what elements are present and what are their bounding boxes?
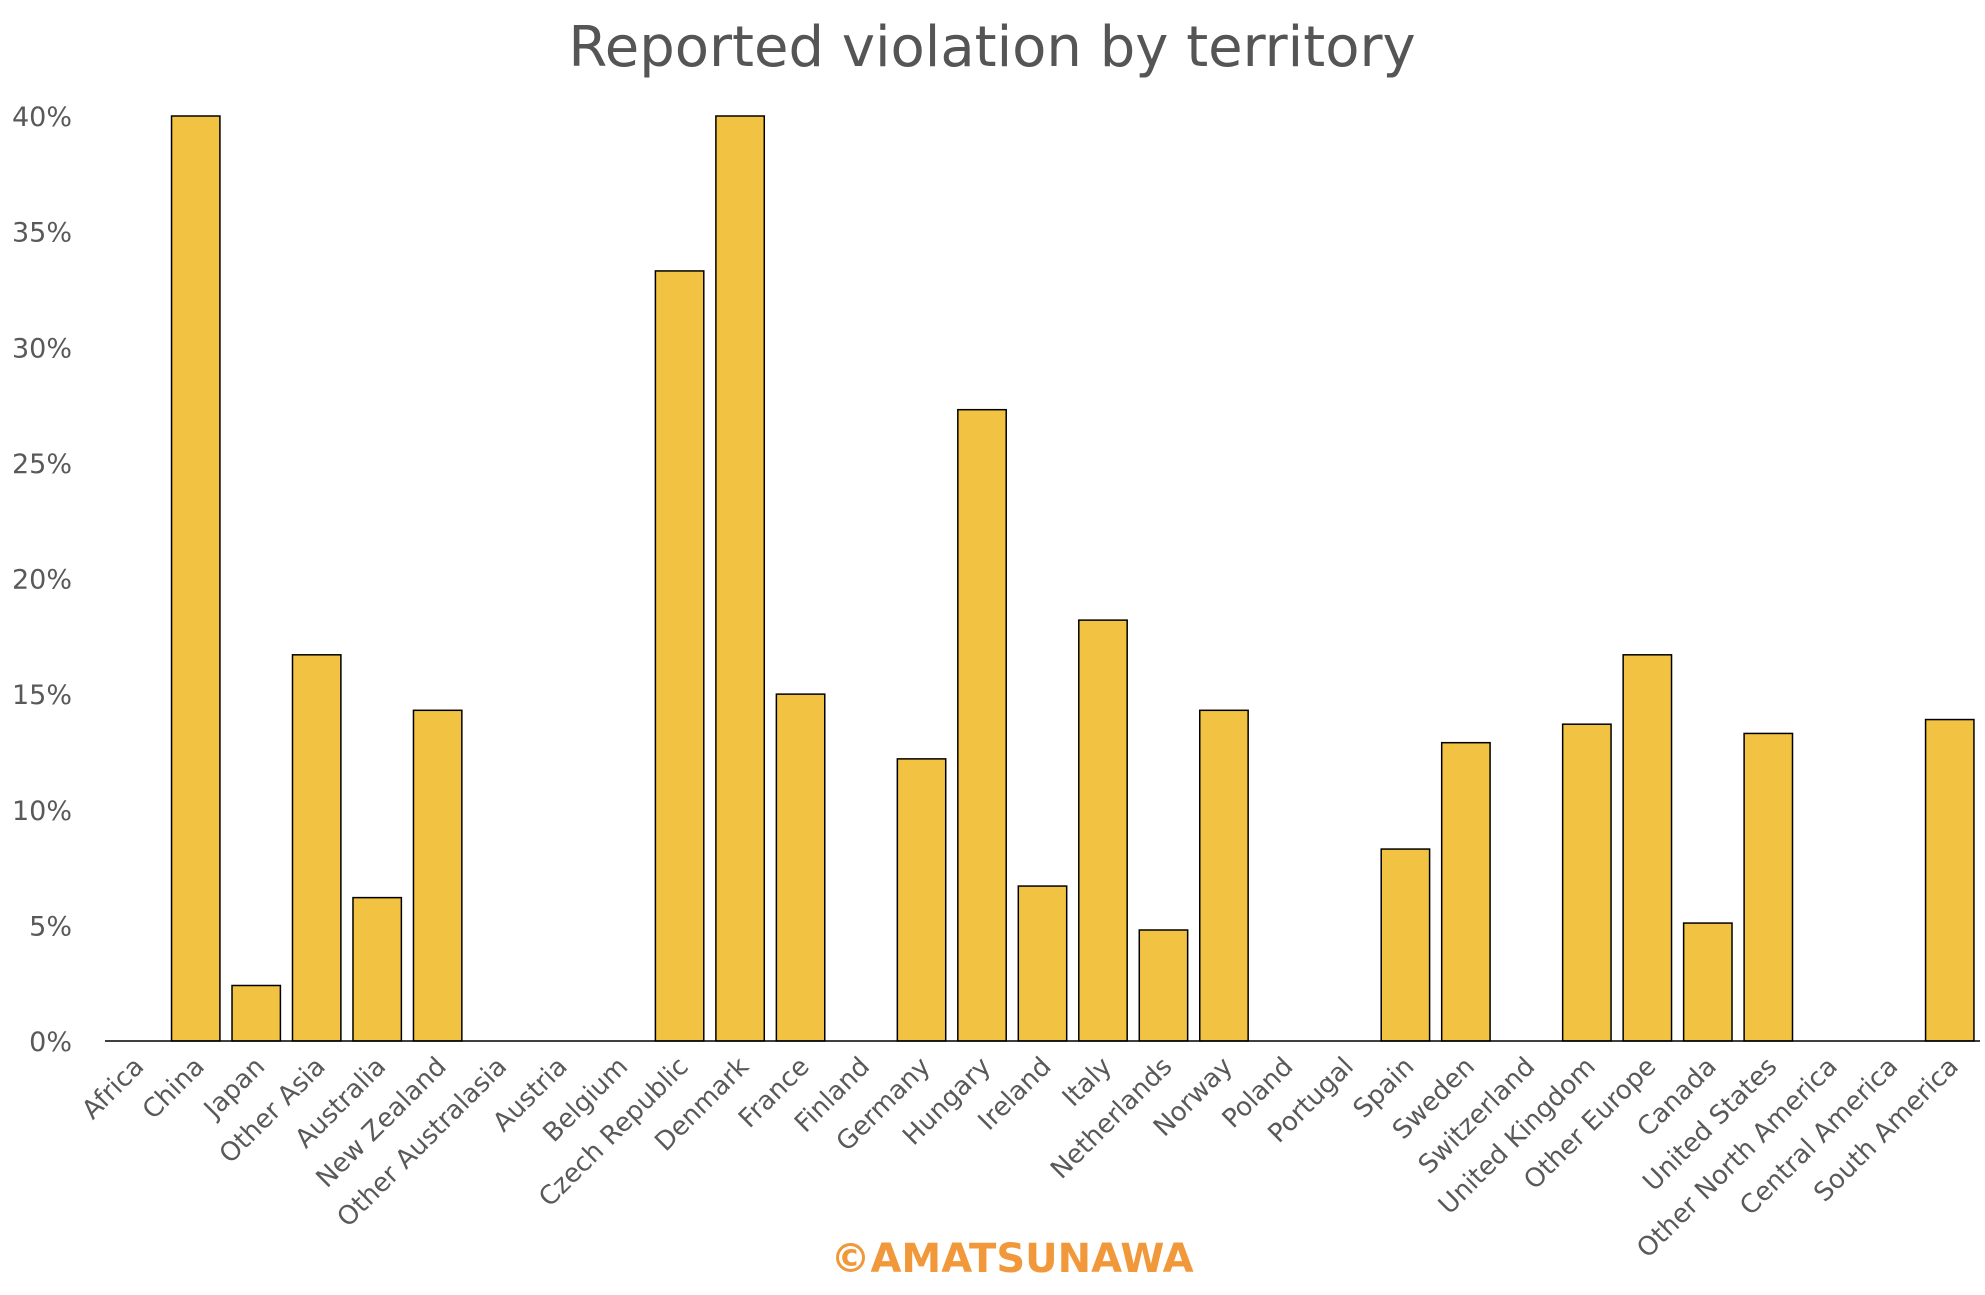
bar — [1682, 922, 1733, 1042]
chart-title: Reported violation by territory — [568, 15, 1415, 80]
bar — [1380, 848, 1431, 1042]
bar — [1138, 929, 1189, 1042]
bar — [412, 709, 463, 1042]
bar — [1078, 619, 1128, 1042]
y-tick-label: 35% — [12, 218, 72, 249]
bar — [957, 408, 1007, 1042]
bar — [170, 115, 221, 1042]
bar — [1440, 741, 1491, 1042]
bar — [896, 758, 947, 1042]
y-tick-label: 25% — [12, 449, 72, 480]
y-tick-label: 30% — [12, 333, 72, 364]
y-tick-label: 40% — [12, 102, 72, 133]
y-tick-label: 0% — [29, 1027, 72, 1058]
bar — [231, 984, 282, 1042]
bar — [1199, 709, 1249, 1042]
y-tick-label: 10% — [12, 796, 72, 827]
bar — [291, 654, 342, 1042]
y-tick-label: 15% — [12, 680, 72, 711]
bar — [1017, 885, 1068, 1042]
bar — [1743, 732, 1794, 1042]
y-tick-label: 20% — [12, 565, 72, 596]
bars — [170, 115, 1975, 1042]
bar — [715, 115, 766, 1042]
bar — [775, 693, 826, 1042]
y-tick-label: 5% — [29, 911, 72, 942]
bar — [654, 270, 705, 1042]
y-axis-ticks: 0% 5% 10% 15% 20% 25% 30% 35% 40% — [12, 102, 72, 1058]
bar — [1561, 723, 1612, 1042]
x-tick-label: China — [137, 1052, 211, 1126]
watermark: ©AMATSUNAWA — [830, 1236, 1193, 1282]
bar — [352, 896, 403, 1042]
x-tick-label: Africa — [77, 1052, 151, 1126]
bar — [1924, 718, 1975, 1042]
bar — [1622, 654, 1673, 1042]
